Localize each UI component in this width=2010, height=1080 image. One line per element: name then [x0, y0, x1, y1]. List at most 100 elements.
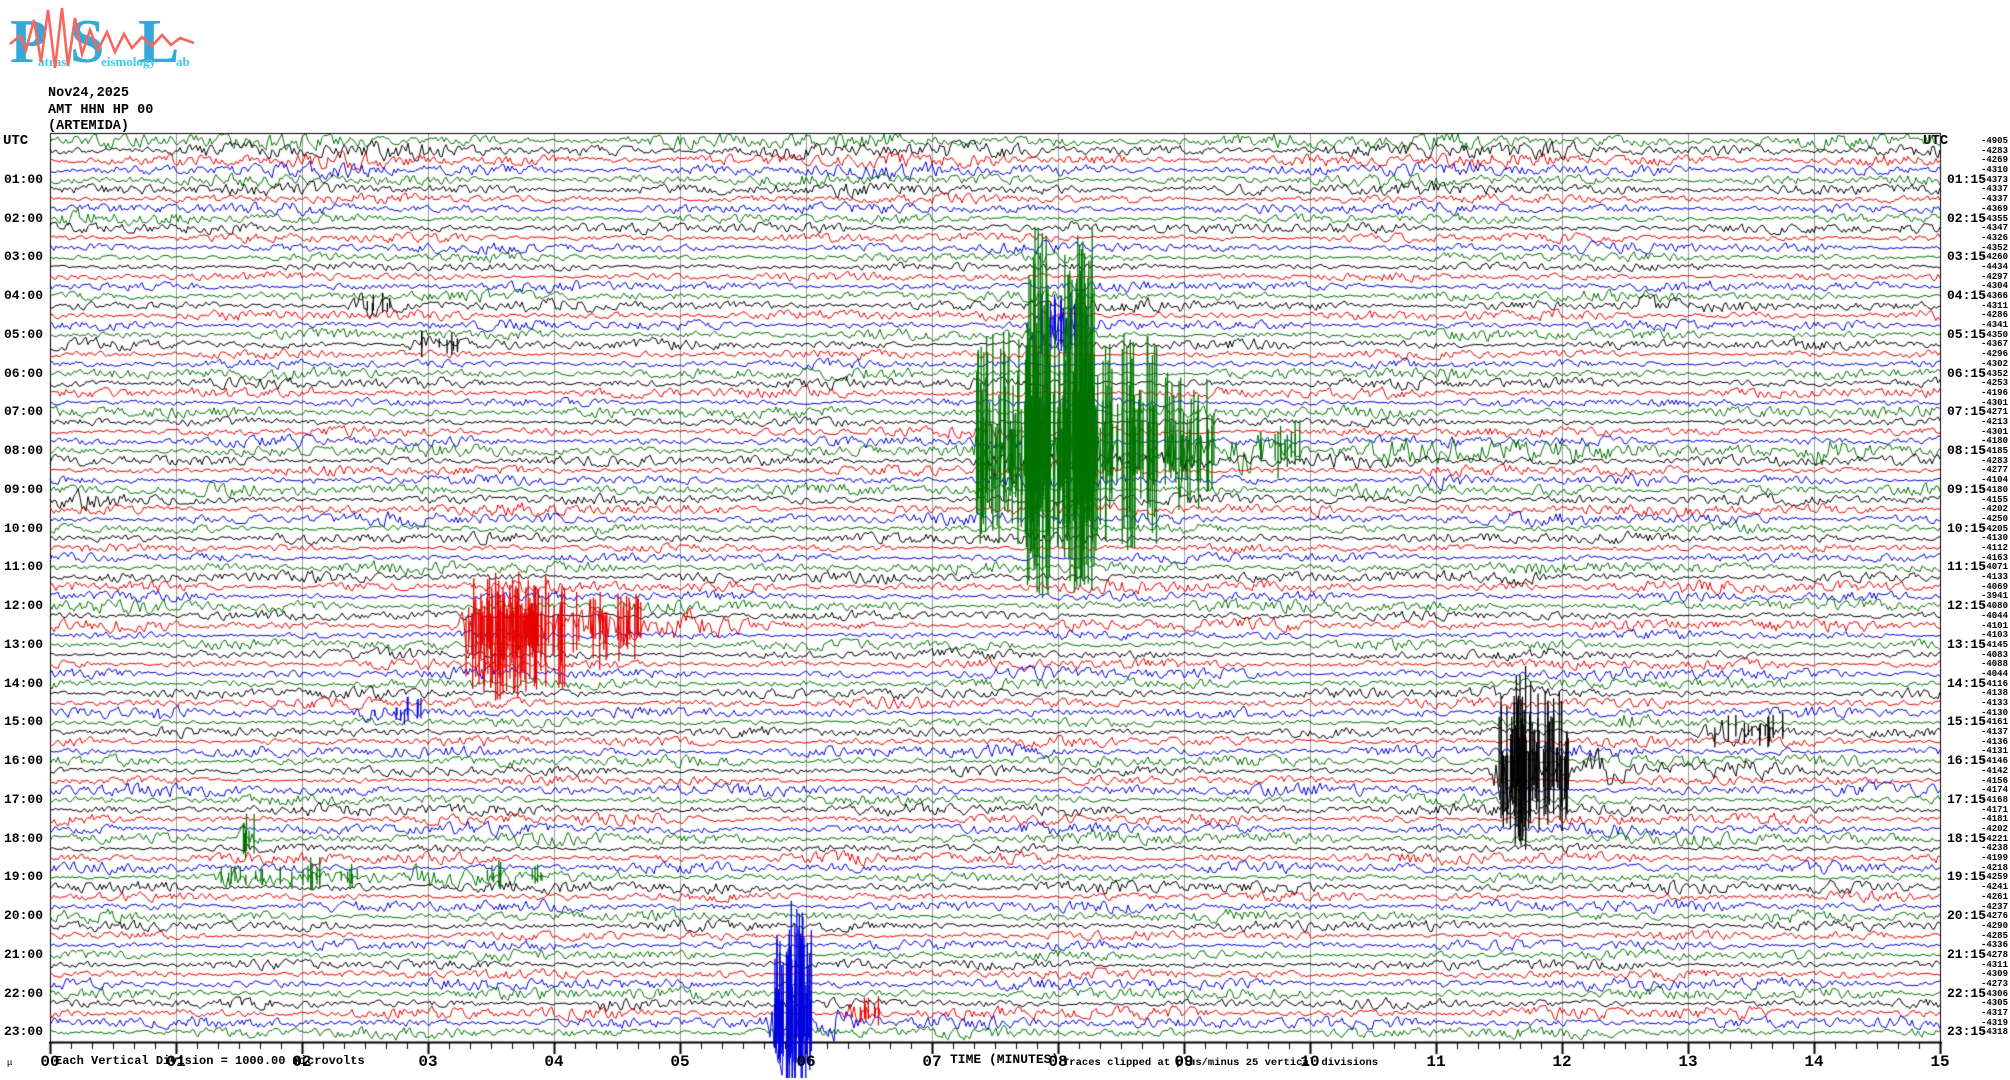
hour-label-left: 10:00 [3, 520, 43, 536]
line-offset-value: -4355 [1980, 213, 2008, 224]
x-tick-label: 00 [40, 1053, 60, 1071]
hour-label-right: 20:15 [1947, 908, 1987, 924]
line-offset-value: -4305 [1980, 998, 2008, 1009]
line-offset-value: -4199 [1980, 853, 2008, 864]
x-tick-label: 09 [1174, 1053, 1194, 1071]
x-tick-label: 04 [544, 1053, 564, 1071]
line-offset-value: -4309 [1980, 969, 2008, 980]
line-offset-value: -4366 [1980, 291, 2008, 302]
x-tick-label: 01 [166, 1053, 186, 1071]
line-offset-value: -4136 [1980, 736, 2008, 747]
line-offset-value: -4317 [1980, 1008, 2008, 1019]
line-offset-value: -4080 [1980, 601, 2008, 612]
line-offset-value: -4185 [1980, 446, 2008, 457]
hour-label-left: 15:00 [3, 714, 43, 730]
line-offset-value: -4352 [1980, 242, 2008, 253]
line-offset-value: -3941 [1980, 591, 2008, 602]
hour-label-left: 11:00 [3, 559, 43, 575]
line-offset-value: -4369 [1980, 203, 2008, 214]
hour-label-left: 07:00 [3, 404, 43, 420]
hour-label-left: 23:00 [3, 1024, 43, 1040]
line-offset-value: -4146 [1980, 756, 2008, 767]
line-offset-value: -4221 [1980, 833, 2008, 844]
line-offset-value: -4112 [1980, 542, 2008, 553]
line-offset-value: -4311 [1980, 300, 2008, 311]
x-tick-label: 05 [670, 1053, 690, 1071]
line-offset-value: -4083 [1980, 649, 2008, 660]
line-offset-value: -4297 [1980, 271, 2008, 282]
line-offset-value: -4101 [1980, 620, 2008, 631]
line-offset-value: -4155 [1980, 494, 2008, 505]
line-offset-value: -4304 [1980, 281, 2008, 292]
hour-label-right: 13:15 [1947, 636, 1987, 652]
line-offset-value: -4302 [1980, 358, 2008, 369]
hour-label-left: 01:00 [3, 171, 43, 187]
line-offset-value: -4285 [1980, 930, 2008, 941]
line-offset-value: -4290 [1980, 920, 2008, 931]
hour-label-right: 07:15 [1947, 404, 1987, 420]
hour-label-right: 06:15 [1947, 365, 1987, 381]
hour-label-right: 04:15 [1947, 288, 1987, 304]
hour-label-left: 21:00 [3, 946, 43, 962]
line-offset-value: -4283 [1980, 145, 2008, 156]
hour-label-right: 01:15 [1947, 171, 1987, 187]
line-offset-value: -4044 [1980, 668, 2008, 679]
line-offset-value: -4326 [1980, 232, 2008, 243]
hour-label-left: 04:00 [3, 288, 43, 304]
hour-label-right: 17:15 [1947, 791, 1987, 807]
line-offset-value: -4286 [1980, 310, 2008, 321]
line-offset-value: -4352 [1980, 368, 2008, 379]
hour-label-left: 06:00 [3, 365, 43, 381]
line-offset-value: -4116 [1980, 678, 2008, 689]
hour-label-left: 08:00 [3, 443, 43, 459]
hour-label-left: 12:00 [3, 598, 43, 614]
line-offset-value: -4131 [1980, 746, 2008, 757]
line-offset-value: -4336 [1980, 940, 2008, 951]
line-offset-value: -4271 [1980, 407, 2008, 418]
line-offset-value: -4138 [1980, 688, 2008, 699]
hour-label-right: 02:15 [1947, 210, 1987, 226]
hour-label-left: 19:00 [3, 869, 43, 885]
line-offset-value: -4181 [1980, 814, 2008, 825]
line-offset-value: -4283 [1980, 455, 2008, 466]
hour-label-left: 17:00 [3, 791, 43, 807]
x-tick-label: 07 [922, 1053, 942, 1071]
x-tick-label: 10 [1300, 1053, 1320, 1071]
line-offset-value: -4163 [1980, 552, 2008, 563]
hour-label-left: 09:00 [3, 481, 43, 497]
line-offset-value: -4296 [1980, 349, 2008, 360]
x-tick-label: 14 [1804, 1053, 1824, 1071]
line-offset-value: -4306 [1980, 988, 2008, 999]
line-offset-value: -4237 [1980, 901, 2008, 912]
line-offset-value: -4373 [1980, 174, 2008, 185]
line-offset-value: -4130 [1980, 533, 2008, 544]
hour-label-right: 23:15 [1947, 1024, 1987, 1040]
line-offset-value: -4261 [1980, 891, 2008, 902]
line-offset-value: -4156 [1980, 775, 2008, 786]
line-offset-value: -4273 [1980, 979, 2008, 990]
hour-label-left: 02:00 [3, 210, 43, 226]
line-offset-value: -4434 [1980, 261, 2008, 272]
line-offset-value: -4276 [1980, 911, 2008, 922]
x-tick-label: 06 [796, 1053, 816, 1071]
hour-label-right: 08:15 [1947, 443, 1987, 459]
line-offset-value: -4133 [1980, 572, 2008, 583]
x-tick-label: 11 [1426, 1053, 1446, 1071]
line-offset-value: -4161 [1980, 717, 2008, 728]
line-offset-value: -4241 [1980, 882, 2008, 893]
hour-label-right: 18:15 [1947, 830, 1987, 846]
line-offset-value: -4180 [1980, 484, 2008, 495]
line-offset-value: -4202 [1980, 823, 2008, 834]
x-tick-label: 15 [1930, 1053, 1950, 1071]
hour-label-left: 05:00 [3, 326, 43, 342]
line-offset-value: -4103 [1980, 630, 2008, 641]
x-tick-label: 08 [1048, 1053, 1068, 1071]
line-offset-value: -4088 [1980, 659, 2008, 670]
hour-label-left: 20:00 [3, 908, 43, 924]
line-offset-value: -4278 [1980, 949, 2008, 960]
hour-label-right: 03:15 [1947, 249, 1987, 265]
line-offset-value: -4130 [1980, 707, 2008, 718]
line-offset-value: -4310 [1980, 165, 2008, 176]
hour-label-left: 22:00 [3, 985, 43, 1001]
